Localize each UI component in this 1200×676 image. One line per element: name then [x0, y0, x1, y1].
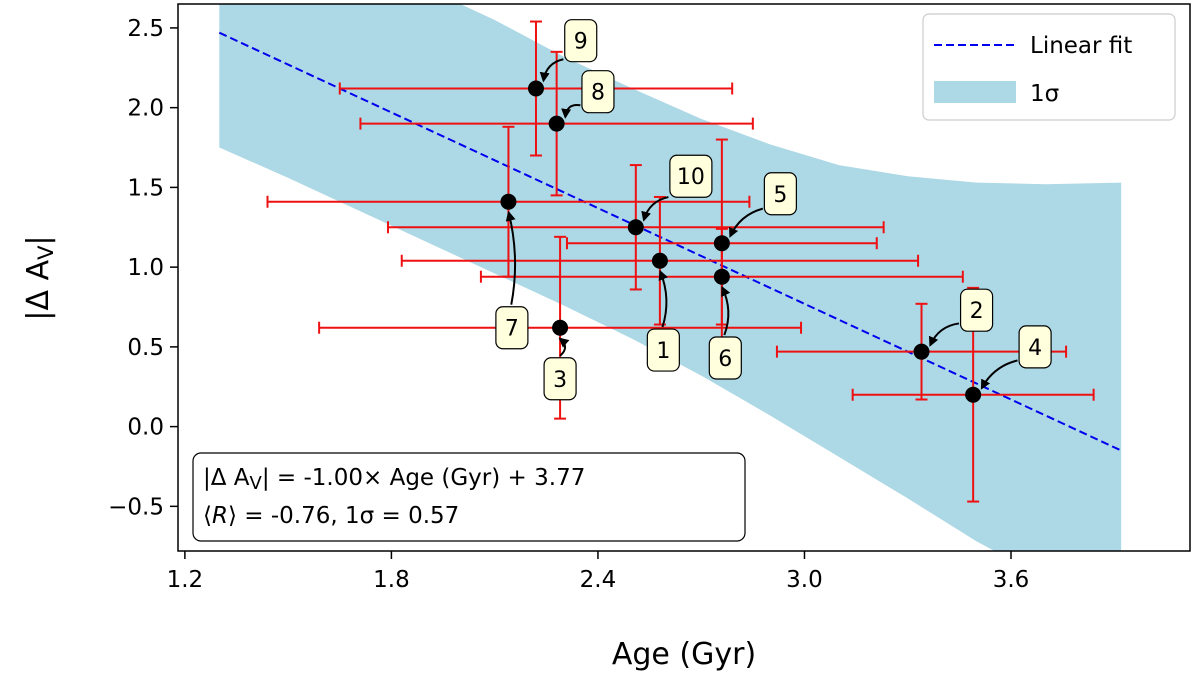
- annotation-arrow: [558, 337, 570, 357]
- annotation-arrow: [980, 359, 1018, 390]
- correlation-open: ⟨: [203, 503, 212, 529]
- annotation-label: 7: [505, 317, 519, 342]
- legend-band-swatch: [934, 81, 1016, 103]
- data-point-4: [965, 386, 982, 403]
- data-point-2: [913, 343, 930, 360]
- x-tick-label: 1.2: [167, 567, 204, 593]
- annotation-arrow: [928, 322, 960, 347]
- equation-box: |Δ AV| = -1.00× Age (Gyr) + 3.77 ⟨R⟩ = -…: [192, 452, 746, 542]
- annotation-box: [543, 357, 577, 401]
- data-point-10: [627, 219, 644, 236]
- equation-rhs: | = -1.00× Age (Gyr) + 3.77: [262, 465, 585, 491]
- y-tick-label: 1.0: [127, 255, 164, 281]
- annotation-box: [959, 288, 994, 332]
- y-tick-label: 2.5: [127, 16, 164, 42]
- x-tick-label: 3.6: [993, 567, 1030, 593]
- annotation-9: 9: [539, 19, 598, 83]
- annotation-arrow: [729, 207, 764, 238]
- annotation-box: [669, 154, 713, 198]
- x-tick-label: 1.8: [373, 567, 410, 593]
- annotation-box: [564, 19, 598, 63]
- legend: Linear fit 1σ: [922, 13, 1176, 121]
- x-tick-label: 2.4: [580, 567, 617, 593]
- x-tick-label: 3.0: [786, 567, 823, 593]
- annotation-label: 10: [677, 165, 705, 190]
- y-axis-ticks: −0.5 0.0 0.5 1.0 1.5 2.0 2.5: [108, 16, 178, 520]
- data-point-1: [651, 252, 668, 269]
- annotation-1: 1: [646, 269, 680, 372]
- y-tick-label: 0.5: [127, 335, 164, 361]
- legend-fit-label: Linear fit: [1030, 33, 1132, 59]
- data-point-3: [552, 319, 569, 336]
- annotation-10: 10: [641, 154, 713, 222]
- equation-line-1: |Δ AV| = -1.00× Age (Gyr) + 3.77: [203, 465, 585, 494]
- annotation-box: [495, 306, 529, 350]
- fit-line: [218, 31, 1122, 452]
- y-axis-title-sub: V: [34, 245, 58, 260]
- annotation-label: 8: [591, 81, 605, 106]
- annotation-label: 2: [970, 299, 984, 324]
- data-point-5: [713, 235, 730, 252]
- annotation-label: 1: [656, 339, 670, 364]
- equation-line-2: ⟨R⟩ = -0.76, 1σ = 0.57: [203, 503, 459, 529]
- annotation-label: 6: [718, 347, 732, 372]
- y-tick-label: 2.0: [127, 96, 164, 122]
- equation-lhs: |Δ A: [203, 465, 250, 491]
- correlation-value: ⟩ = -0.76, 1σ = 0.57: [228, 503, 459, 529]
- x-axis-title: Age (Gyr): [612, 637, 756, 672]
- annotation-arrow: [721, 285, 731, 336]
- annotation-8: 8: [561, 70, 615, 119]
- equation-frame: [192, 452, 746, 542]
- data-point-7: [500, 193, 517, 210]
- annotation-4: 4: [980, 325, 1052, 390]
- annotation-2: 2: [928, 288, 994, 347]
- annotation-box: [581, 70, 615, 114]
- y-axis-title-main: |Δ A: [21, 259, 56, 320]
- annotation-layer: 1 2 3 4 5 6 7 8 9 10: [495, 19, 1052, 401]
- y-tick-label: 0.0: [127, 415, 164, 441]
- annotation-label: 9: [574, 30, 588, 55]
- y-tick-label: −0.5: [108, 494, 164, 520]
- correlation-symbol: R: [212, 503, 228, 529]
- equation-lhs-sub: V: [250, 473, 263, 494]
- data-point-8: [548, 115, 565, 132]
- annotation-7: 7: [495, 210, 529, 350]
- annotation-label: 4: [1028, 336, 1042, 361]
- data-point-9: [527, 80, 544, 97]
- annotation-arrow: [561, 104, 581, 119]
- annotation-box: [708, 336, 742, 380]
- annotation-label: 5: [773, 183, 787, 208]
- data-point-6: [713, 268, 730, 285]
- y-tick-label: 1.5: [127, 175, 164, 201]
- fit-line-layer: [218, 31, 1122, 452]
- annotation-arrow: [505, 210, 517, 305]
- annotation-box: [1018, 325, 1052, 369]
- annotation-box: [646, 328, 680, 372]
- annotation-6: 6: [708, 285, 742, 380]
- annotation-arrow: [641, 196, 669, 222]
- annotation-arrow: [658, 269, 668, 328]
- point-layer: [500, 80, 982, 403]
- y-axis-title-end: |: [21, 235, 56, 245]
- annotation-label: 3: [553, 368, 567, 393]
- annotation-box: [763, 172, 797, 216]
- annotation-3: 3: [543, 337, 577, 401]
- annotation-arrow: [539, 58, 564, 83]
- plot-frame: [177, 3, 1191, 552]
- legend-band-label: 1σ: [1030, 81, 1059, 107]
- x-axis-ticks: 1.2 1.8 2.4 3.0 3.6: [167, 551, 1030, 593]
- annotation-5: 5: [729, 172, 797, 238]
- y-axis-title: |Δ AV|: [21, 235, 58, 320]
